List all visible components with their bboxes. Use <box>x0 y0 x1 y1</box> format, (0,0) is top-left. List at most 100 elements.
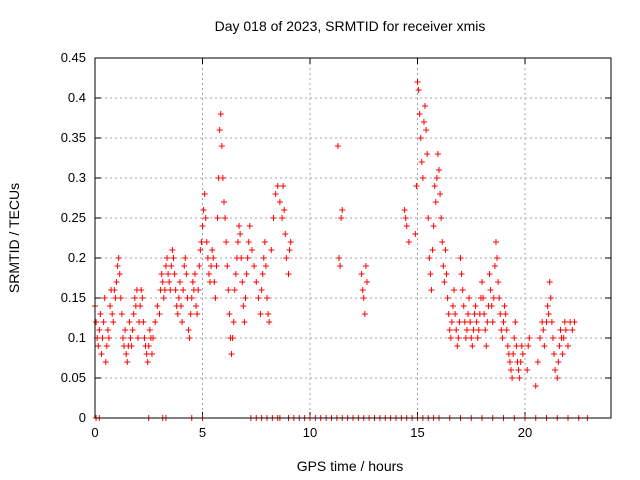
y-tick-label: 0 <box>79 410 86 425</box>
data-point <box>99 335 106 341</box>
data-point <box>441 279 448 285</box>
data-point <box>554 375 561 381</box>
data-point <box>188 295 195 301</box>
data-point <box>467 319 474 325</box>
data-point <box>414 79 421 85</box>
data-point <box>200 207 207 213</box>
axis-ticks: 0 0.05 0.1 0.15 0.2 0.25 0.3 0.35 0.4 0.45 0 5 10 15 2… <box>61 50 611 440</box>
data-point <box>448 319 455 325</box>
data-point <box>457 255 464 261</box>
data-point <box>114 263 121 269</box>
data-point <box>96 327 103 333</box>
data-point <box>500 319 507 325</box>
data-point <box>416 111 423 117</box>
data-point <box>166 279 173 285</box>
data-point <box>186 335 193 341</box>
data-point <box>211 279 218 285</box>
data-point <box>279 215 286 221</box>
data-point <box>181 263 188 269</box>
data-point <box>461 319 468 325</box>
data-point <box>437 191 444 197</box>
data-point <box>571 319 578 325</box>
data-points <box>92 79 591 421</box>
data-point <box>175 295 182 301</box>
data-point <box>541 343 548 349</box>
data-point <box>492 239 499 245</box>
data-point <box>562 327 569 333</box>
data-point <box>240 303 247 309</box>
data-point <box>433 175 440 181</box>
data-point <box>180 287 187 293</box>
data-point <box>418 159 425 165</box>
data-point <box>506 359 513 365</box>
data-point <box>218 143 225 149</box>
data-point <box>420 119 427 125</box>
data-point <box>361 311 368 317</box>
data-point <box>202 215 209 221</box>
data-point <box>105 335 112 341</box>
data-point <box>447 335 454 341</box>
data-point <box>204 255 211 261</box>
data-point <box>116 271 123 277</box>
data-point <box>196 263 203 269</box>
data-point <box>245 239 252 245</box>
y-tick-label: 0.3 <box>68 170 86 185</box>
data-point <box>449 303 456 309</box>
x-axis-label: GPS time / hours <box>297 458 404 474</box>
data-point <box>491 263 498 269</box>
data-point <box>160 295 167 301</box>
data-point <box>228 351 235 357</box>
y-tick-label: 0.05 <box>61 370 86 385</box>
data-point <box>158 271 165 277</box>
data-point <box>195 287 202 293</box>
data-point <box>272 191 279 197</box>
data-point <box>403 223 410 229</box>
y-tick-label: 0.15 <box>61 290 86 305</box>
data-point <box>483 343 490 349</box>
data-point <box>126 319 133 325</box>
data-point <box>129 327 136 333</box>
data-point <box>515 367 522 373</box>
data-point <box>97 311 104 317</box>
data-point <box>210 255 217 261</box>
y-tick-label: 0.4 <box>68 90 86 105</box>
data-point <box>101 295 108 301</box>
data-point <box>148 351 155 357</box>
data-point <box>360 295 367 301</box>
data-point <box>471 311 478 317</box>
data-point <box>237 231 244 237</box>
grid <box>95 58 611 418</box>
data-point <box>223 239 230 245</box>
data-point <box>544 303 551 309</box>
data-point <box>282 231 289 237</box>
data-point <box>481 311 488 317</box>
data-point <box>239 279 246 285</box>
data-point <box>427 271 434 277</box>
data-point <box>169 247 176 253</box>
data-point <box>487 287 494 293</box>
data-point <box>430 223 437 229</box>
data-point <box>509 375 516 381</box>
data-point <box>537 335 544 341</box>
data-point <box>123 351 130 357</box>
data-point <box>565 343 571 349</box>
data-point <box>236 223 243 229</box>
data-point <box>474 335 481 341</box>
data-point <box>458 271 465 277</box>
data-point <box>102 359 109 365</box>
y-tick-label: 0.1 <box>68 330 86 345</box>
data-point <box>138 287 145 293</box>
data-point <box>209 247 216 253</box>
data-point <box>183 271 190 277</box>
data-point <box>212 295 219 301</box>
data-point <box>532 383 539 389</box>
data-point <box>104 327 111 333</box>
x-tick-label: 15 <box>410 425 424 440</box>
data-point <box>258 287 265 293</box>
data-point <box>462 335 469 341</box>
data-point <box>423 127 430 133</box>
data-point <box>498 327 505 333</box>
data-point <box>168 263 175 269</box>
data-point <box>428 287 435 293</box>
data-point <box>95 343 102 349</box>
